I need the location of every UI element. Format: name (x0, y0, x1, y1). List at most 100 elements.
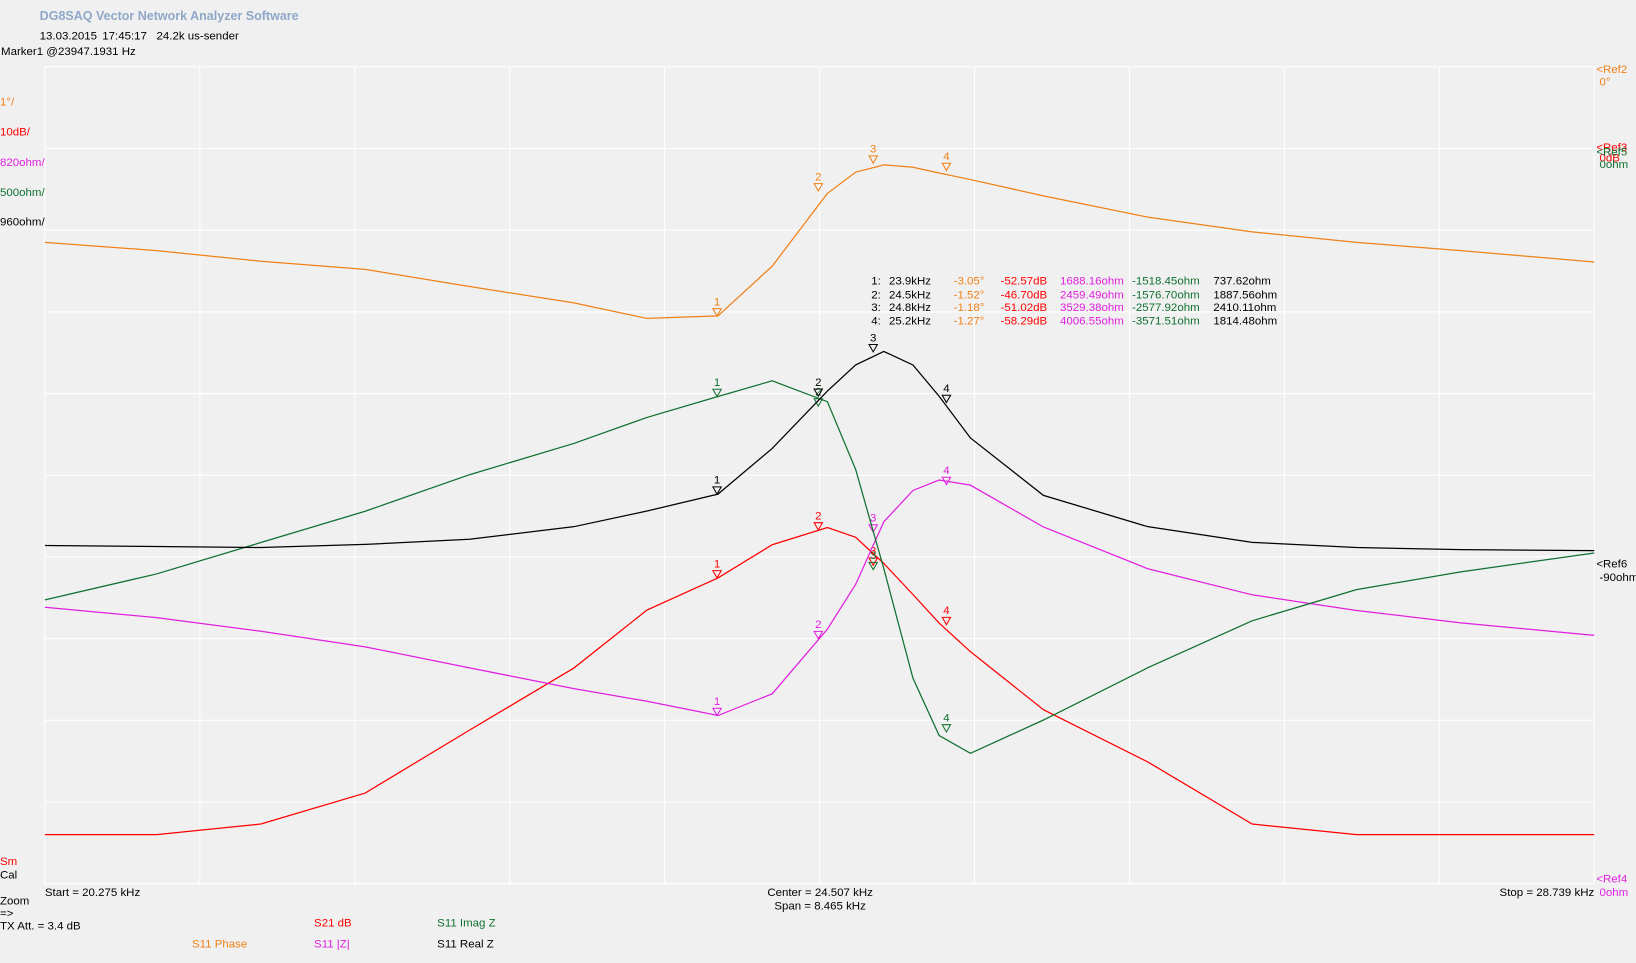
app-title: DG8SAQ Vector Network Analyzer Software (40, 9, 299, 23)
marker-freq: 24.8kHz (889, 302, 931, 314)
ref-label: 0ohm (1599, 159, 1628, 171)
scale-label: 820ohm/ (0, 157, 45, 169)
marker-number: 3 (870, 513, 876, 525)
legend-entry: S11 Imag Z (437, 917, 495, 929)
status: Sm (0, 856, 17, 868)
marker-value: -2577.92ohm (1132, 302, 1200, 314)
marker-value: 4006.55ohm (1060, 315, 1124, 327)
marker-triangle (941, 476, 952, 486)
time: 17:45:17 (102, 31, 147, 43)
status: Cal (0, 869, 17, 881)
footer: Zoom (0, 895, 29, 907)
ref-name: <Ref3 (1596, 142, 1627, 154)
marker-freq: 24.5kHz (889, 289, 931, 301)
scale-label: 500ohm/ (0, 187, 45, 199)
marker-number: 1 (714, 696, 720, 708)
marker-number: 1 (714, 475, 720, 487)
legend-entry: S11 Real Z (437, 938, 494, 950)
marker-freq: 25.2kHz (889, 315, 931, 327)
marker-value: -51.02dB (1001, 302, 1048, 314)
marker-freq: 23.9kHz (889, 276, 931, 288)
marker-triangle (711, 388, 723, 398)
marker-value: 3529.38ohm (1060, 302, 1124, 314)
legend-entry: S11 |Z| (314, 938, 350, 950)
marker-number: 1 (714, 377, 720, 389)
center-label: Center = 24.507 kHz (767, 887, 873, 899)
marker-number: 3 (870, 550, 876, 562)
ref-name: <Ref2 (1596, 64, 1627, 76)
marker-triangle (711, 570, 723, 579)
scale-label: 1°/ (0, 96, 15, 108)
span-label: Span = 8.465 kHz (774, 901, 866, 913)
marker-number: 2 (815, 377, 821, 389)
scale-label: 10dB/ (0, 127, 31, 139)
marker-number: 3 (870, 546, 876, 558)
marker-triangle (711, 308, 723, 317)
marker-triangle (941, 394, 952, 404)
marker-triangle (813, 388, 824, 398)
ref-name: <Ref5 (1596, 146, 1627, 158)
marker-triangle (868, 561, 879, 571)
trace (44, 526, 1595, 836)
marker-number: 2 (815, 387, 821, 399)
marker-value: -58.29dB (1001, 315, 1048, 327)
trace (44, 164, 1595, 320)
marker-number: 4 (943, 605, 950, 617)
stop-label: Stop = 28.739 kHz (1500, 887, 1595, 899)
ref-name: <Ref4 (1596, 874, 1628, 886)
trace (44, 380, 1595, 754)
marker-number: 4 (943, 383, 950, 395)
trace (44, 350, 1595, 552)
marker-value: -46.70dB (1001, 289, 1048, 301)
ref-name: <Ref6 (1596, 558, 1627, 570)
marker-triangle (711, 486, 723, 496)
marker-number: 2 (815, 619, 821, 631)
marker-value: -1.52° (954, 289, 985, 301)
marker-number: 3 (870, 332, 876, 344)
scale-label: 960ohm/ (0, 216, 45, 228)
marker-triangle (813, 522, 824, 532)
marker-value: 2410.11ohm (1213, 302, 1276, 314)
marker-value: -3.05° (954, 276, 985, 288)
marker-value: -1576.70ohm (1132, 289, 1200, 301)
marker-number: 4 (943, 712, 950, 724)
marker-triangle (941, 162, 952, 172)
marker-value: -1.27° (954, 315, 985, 327)
marker-value: 1814.48ohm (1213, 315, 1277, 327)
legend-entry: S21 dB (314, 917, 352, 929)
ref-label: 0dB (1599, 153, 1620, 165)
date: 13.03.2015 (40, 31, 97, 43)
footer: => (0, 908, 14, 920)
marker-value: 1688.16ohm (1060, 276, 1124, 288)
marker-triangle (813, 183, 824, 192)
marker-value: -1518.45ohm (1132, 276, 1200, 288)
marker-triangle (868, 155, 879, 165)
marker-value: -52.57dB (1001, 276, 1048, 288)
marker-value: -1.18° (954, 302, 985, 314)
marker-info: Marker1 @23947.1931 Hz (1, 46, 136, 58)
marker-number: 2 (815, 510, 821, 522)
marker-number: 1 (714, 296, 720, 308)
marker-number: 2 (815, 171, 821, 183)
marker-value: 2459.49ohm (1060, 289, 1124, 301)
marker-triangle (813, 630, 824, 640)
marker-triangle (868, 524, 879, 534)
marker-value: 737.62ohm (1213, 276, 1270, 288)
start-label: Start = 20.275 kHz (45, 887, 141, 899)
ref-label: -90ohm (1599, 572, 1636, 584)
marker-id: 1: (871, 276, 881, 288)
marker-triangle (711, 707, 723, 717)
marker-value: -3571.51ohm (1132, 315, 1200, 327)
marker-id: 4: (871, 315, 881, 327)
marker-triangle (868, 557, 879, 567)
marker-number: 4 (943, 465, 950, 477)
marker-number: 4 (943, 151, 950, 163)
marker-number: 1 (714, 558, 720, 570)
marker-triangle (868, 344, 879, 353)
ref-label: 0ohm (1599, 887, 1628, 899)
ref-label: 0° (1599, 76, 1610, 88)
footer: TX Att. = 3.4 dB (0, 921, 81, 933)
